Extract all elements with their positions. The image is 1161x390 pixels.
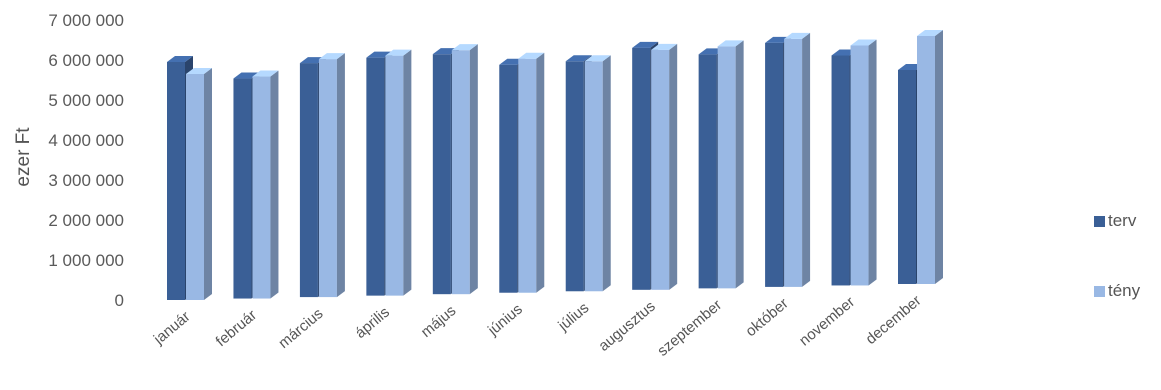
bar-top	[850, 39, 877, 46]
bar-top	[385, 49, 412, 56]
bar-side	[403, 49, 412, 296]
bar-side	[735, 40, 744, 289]
bar-top	[584, 55, 611, 62]
x-tick-label: július	[554, 299, 592, 335]
bar-front	[831, 55, 850, 286]
bar-teny-2	[318, 53, 345, 298]
bar-teny-0	[186, 68, 212, 300]
bar-top	[717, 40, 744, 47]
y-tick-label: 7 000 000	[48, 11, 124, 30]
bar-side	[469, 44, 478, 295]
bar-teny-5	[518, 52, 545, 293]
bar-front	[717, 46, 736, 289]
x-tick-label: június	[484, 301, 526, 340]
bar-front	[167, 62, 185, 300]
bar-front	[366, 57, 385, 296]
bar-front	[252, 76, 271, 299]
x-tick-label: november	[796, 293, 858, 349]
bar-top	[518, 52, 545, 59]
legend-label-terv: terv	[1108, 211, 1137, 230]
x-axis: január február március április május június jú…	[150, 292, 925, 360]
bar-front	[584, 61, 603, 292]
bar-front	[651, 49, 670, 290]
bar-front	[451, 50, 470, 295]
bar-teny-11	[917, 30, 943, 284]
bar-side	[204, 68, 212, 300]
bar-top	[451, 44, 478, 51]
bar-top	[632, 41, 659, 48]
y-tick-label: 1 000 000	[48, 251, 124, 270]
bar-side	[270, 70, 279, 299]
bar-front	[898, 70, 916, 284]
x-tick-label: augusztus	[595, 298, 658, 355]
bar-front	[385, 55, 404, 296]
bar-teny-8	[717, 40, 744, 289]
x-tick-label: május	[418, 302, 460, 341]
bar-front	[518, 58, 537, 293]
y-tick-label: 0	[115, 291, 124, 310]
bar-top	[252, 70, 279, 77]
bars-group	[167, 30, 943, 300]
bar-side	[802, 32, 811, 287]
bar-front	[765, 42, 784, 287]
bar-top	[565, 55, 592, 62]
x-tick-label: december	[863, 292, 925, 348]
bar-teny-4	[451, 44, 478, 295]
x-tick-label: október	[742, 295, 791, 340]
bar-front	[565, 61, 584, 292]
y-tick-label: 6 000 000	[48, 51, 124, 70]
bar-top	[167, 56, 193, 62]
bar-teny-7	[651, 43, 678, 290]
x-tick-label: február	[213, 307, 260, 351]
bar-side	[336, 53, 345, 298]
y-tick-label: 3 000 000	[48, 171, 124, 190]
bar-side	[669, 43, 678, 290]
bar-top	[318, 53, 345, 60]
bar-teny-3	[385, 49, 412, 296]
bar-side	[602, 55, 611, 292]
bar-top	[917, 30, 943, 36]
bar-top	[784, 32, 811, 39]
y-tick-label: 2 000 000	[48, 211, 124, 230]
bar-teny-10	[850, 39, 877, 286]
y-tick-label: 4 000 000	[48, 131, 124, 150]
legend: terv tény	[1094, 211, 1141, 300]
y-axis: 0 1 000 000 2 000 000 3 000 000 4 000 000 5 0…	[48, 11, 124, 310]
bar-teny-1	[252, 70, 279, 299]
x-tick-label: április	[352, 304, 393, 342]
bar-front	[917, 36, 935, 284]
legend-swatch-terv	[1094, 216, 1105, 227]
bar-side	[935, 30, 943, 284]
y-axis-label: ezer Ft	[13, 127, 34, 187]
bar-side	[536, 52, 545, 293]
bar-front	[233, 78, 252, 299]
x-tick-label: március	[275, 305, 326, 352]
bar-top	[651, 43, 678, 50]
bar-front	[698, 54, 717, 289]
bar-top	[186, 68, 212, 74]
bar-front	[432, 54, 451, 295]
bar-front	[299, 63, 318, 298]
y-tick-label: 5 000 000	[48, 91, 124, 110]
legend-swatch-teny	[1094, 286, 1105, 297]
bar-teny-9	[784, 32, 811, 287]
x-tick-label: január	[150, 308, 194, 348]
bar-front	[186, 74, 204, 300]
bar-front	[784, 38, 803, 287]
x-tick-label: szeptember	[654, 296, 725, 359]
bar-front	[499, 64, 518, 293]
bar-side	[868, 39, 877, 286]
bar-front	[632, 47, 651, 290]
bar-front	[318, 59, 337, 298]
legend-label-teny: tény	[1108, 281, 1141, 300]
bar-teny-6	[584, 55, 611, 292]
bar-front	[850, 45, 869, 286]
